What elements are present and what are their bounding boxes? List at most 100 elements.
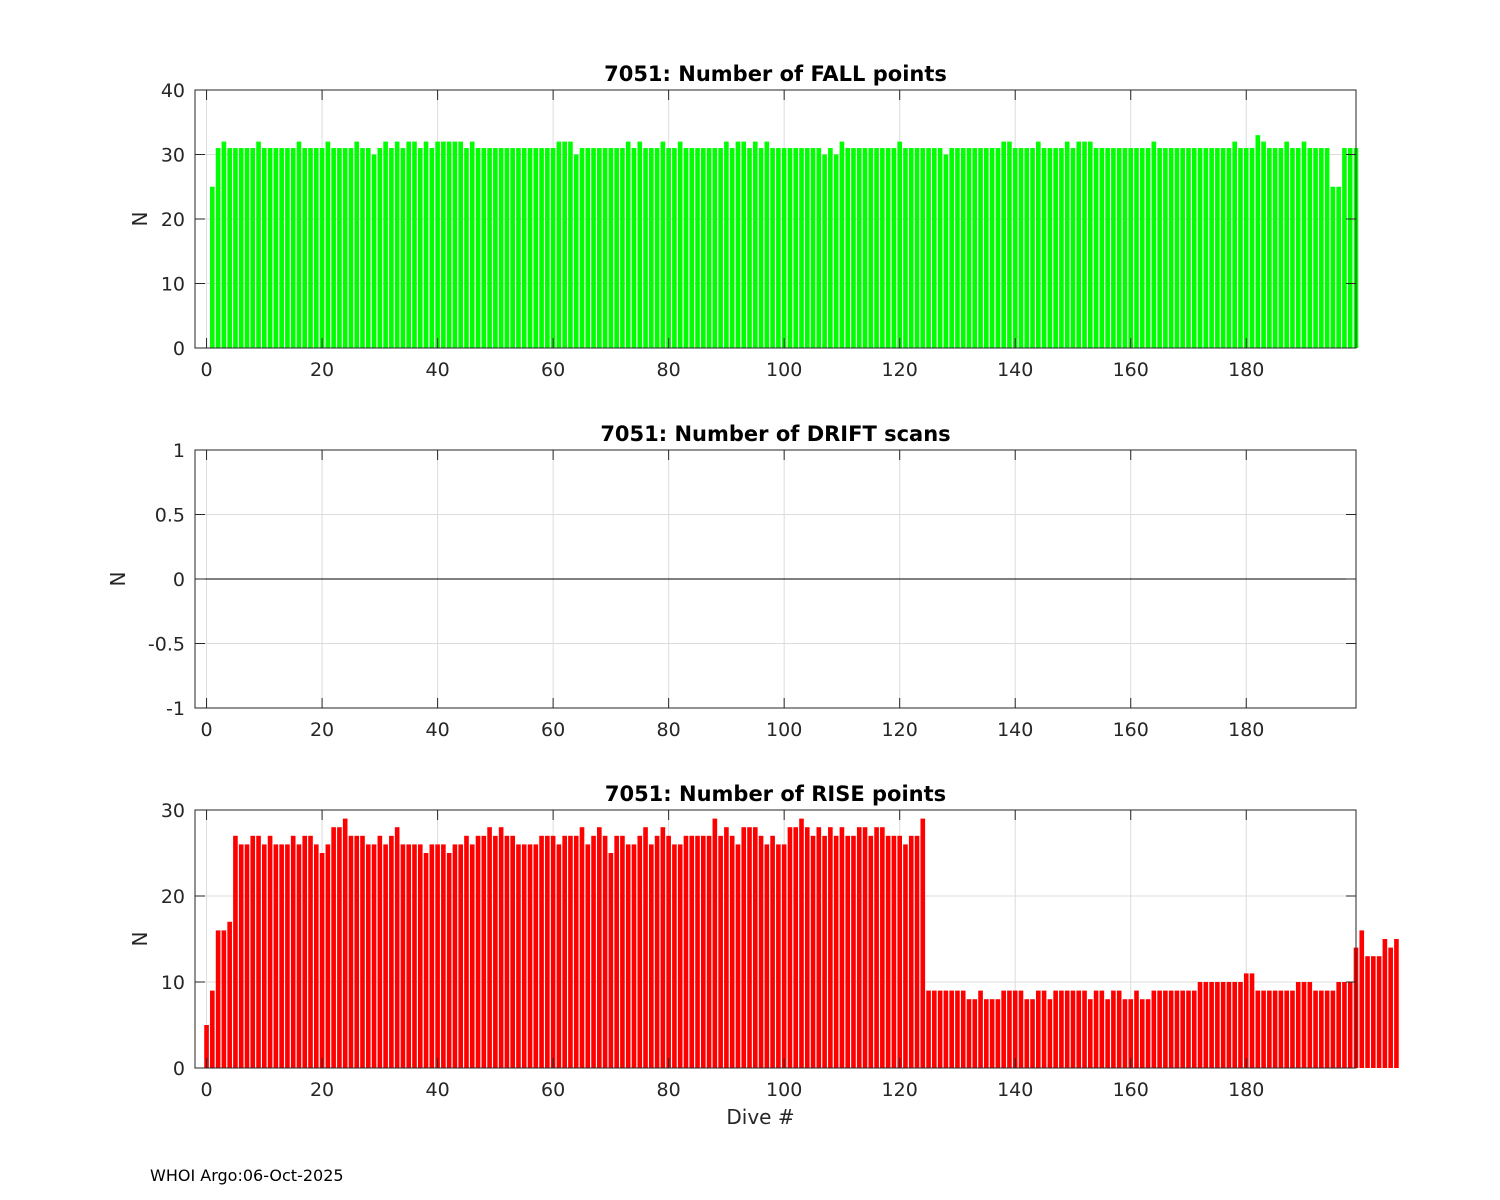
- bar: [822, 154, 827, 348]
- bar: [920, 148, 926, 348]
- bar: [995, 148, 1001, 348]
- x-tick-label: 0: [201, 1079, 213, 1101]
- bar: [1128, 999, 1134, 1068]
- bar: [250, 148, 256, 348]
- bar: [1163, 148, 1168, 348]
- y-tick-label: 0: [173, 338, 185, 360]
- bar: [1186, 990, 1191, 1068]
- bar: [539, 835, 544, 1068]
- bar: [741, 827, 747, 1068]
- bar: [1307, 148, 1313, 348]
- bar: [325, 844, 331, 1068]
- bar: [920, 818, 926, 1068]
- bar: [897, 835, 902, 1068]
- bar: [735, 844, 741, 1068]
- bar: [989, 999, 995, 1068]
- bar: [793, 827, 799, 1068]
- bar: [1030, 148, 1035, 348]
- x-tick-label: 40: [426, 359, 450, 381]
- bar: [273, 148, 279, 348]
- bar: [833, 835, 839, 1068]
- bar: [787, 148, 793, 348]
- x-tick-label: 100: [766, 1079, 802, 1101]
- bar: [960, 990, 966, 1068]
- bar: [1255, 990, 1261, 1068]
- x-tick-label: 80: [657, 359, 681, 381]
- bar: [1226, 982, 1232, 1068]
- bar: [394, 141, 400, 348]
- bar: [1313, 990, 1318, 1068]
- bar: [354, 835, 360, 1068]
- bar: [880, 827, 885, 1068]
- bar: [527, 148, 533, 348]
- bar: [932, 148, 937, 348]
- bar: [348, 835, 354, 1068]
- bar: [521, 844, 527, 1068]
- bar: [562, 835, 567, 1068]
- bar: [828, 827, 833, 1068]
- bar: [568, 141, 573, 348]
- bar: [1347, 982, 1353, 1068]
- bar: [1070, 990, 1076, 1068]
- bar: [689, 835, 695, 1068]
- x-tick-label: 80: [657, 719, 681, 741]
- bar: [625, 141, 631, 348]
- bar: [1255, 135, 1261, 348]
- bar: [377, 148, 383, 348]
- x-tick-label: 120: [882, 719, 918, 741]
- bar: [296, 141, 302, 348]
- bar: [215, 930, 221, 1068]
- bar: [389, 835, 394, 1068]
- y-tick-label: -0.5: [148, 634, 185, 656]
- bar: [573, 154, 579, 348]
- bar: [984, 999, 989, 1068]
- bar: [331, 148, 336, 348]
- bar: [273, 844, 279, 1068]
- bar: [1330, 186, 1336, 348]
- bar: [620, 835, 625, 1068]
- bar: [608, 853, 614, 1068]
- bar: [556, 141, 562, 348]
- x-tick-label: 120: [882, 1079, 918, 1101]
- bar: [464, 148, 469, 348]
- bar: [244, 844, 250, 1068]
- bar: [602, 148, 608, 348]
- bar: [1261, 990, 1266, 1068]
- bar: [452, 844, 458, 1068]
- y-axis-label: N: [128, 212, 152, 227]
- bar: [400, 844, 406, 1068]
- bar: [215, 148, 221, 348]
- bar: [1082, 990, 1087, 1068]
- bar: [1215, 982, 1220, 1068]
- y-tick-label: 30: [161, 145, 185, 167]
- bar: [210, 990, 215, 1068]
- bar: [908, 835, 914, 1068]
- plot-area: [195, 810, 1356, 1068]
- bar: [597, 148, 602, 348]
- bar: [724, 141, 729, 348]
- bar: [729, 148, 735, 348]
- bar: [1191, 990, 1197, 1068]
- bar: [1238, 148, 1243, 348]
- bar: [337, 148, 342, 348]
- bar: [290, 148, 296, 348]
- y-tick-label: 10: [161, 972, 185, 994]
- bar: [233, 835, 238, 1068]
- x-tick-label: 180: [1228, 1079, 1264, 1101]
- bar: [1284, 990, 1289, 1068]
- bar: [1163, 990, 1168, 1068]
- bar: [365, 844, 371, 1068]
- bar: [238, 148, 244, 348]
- bar: [452, 141, 458, 348]
- bar: [908, 148, 914, 348]
- bar: [1116, 990, 1122, 1068]
- bar: [839, 827, 845, 1068]
- bar: [371, 844, 377, 1068]
- bar: [377, 835, 383, 1068]
- bar: [1134, 148, 1139, 348]
- bar: [816, 148, 822, 348]
- bar: [423, 853, 429, 1068]
- bar: [313, 148, 319, 348]
- bar: [227, 921, 232, 1068]
- y-tick-label: 20: [161, 886, 185, 908]
